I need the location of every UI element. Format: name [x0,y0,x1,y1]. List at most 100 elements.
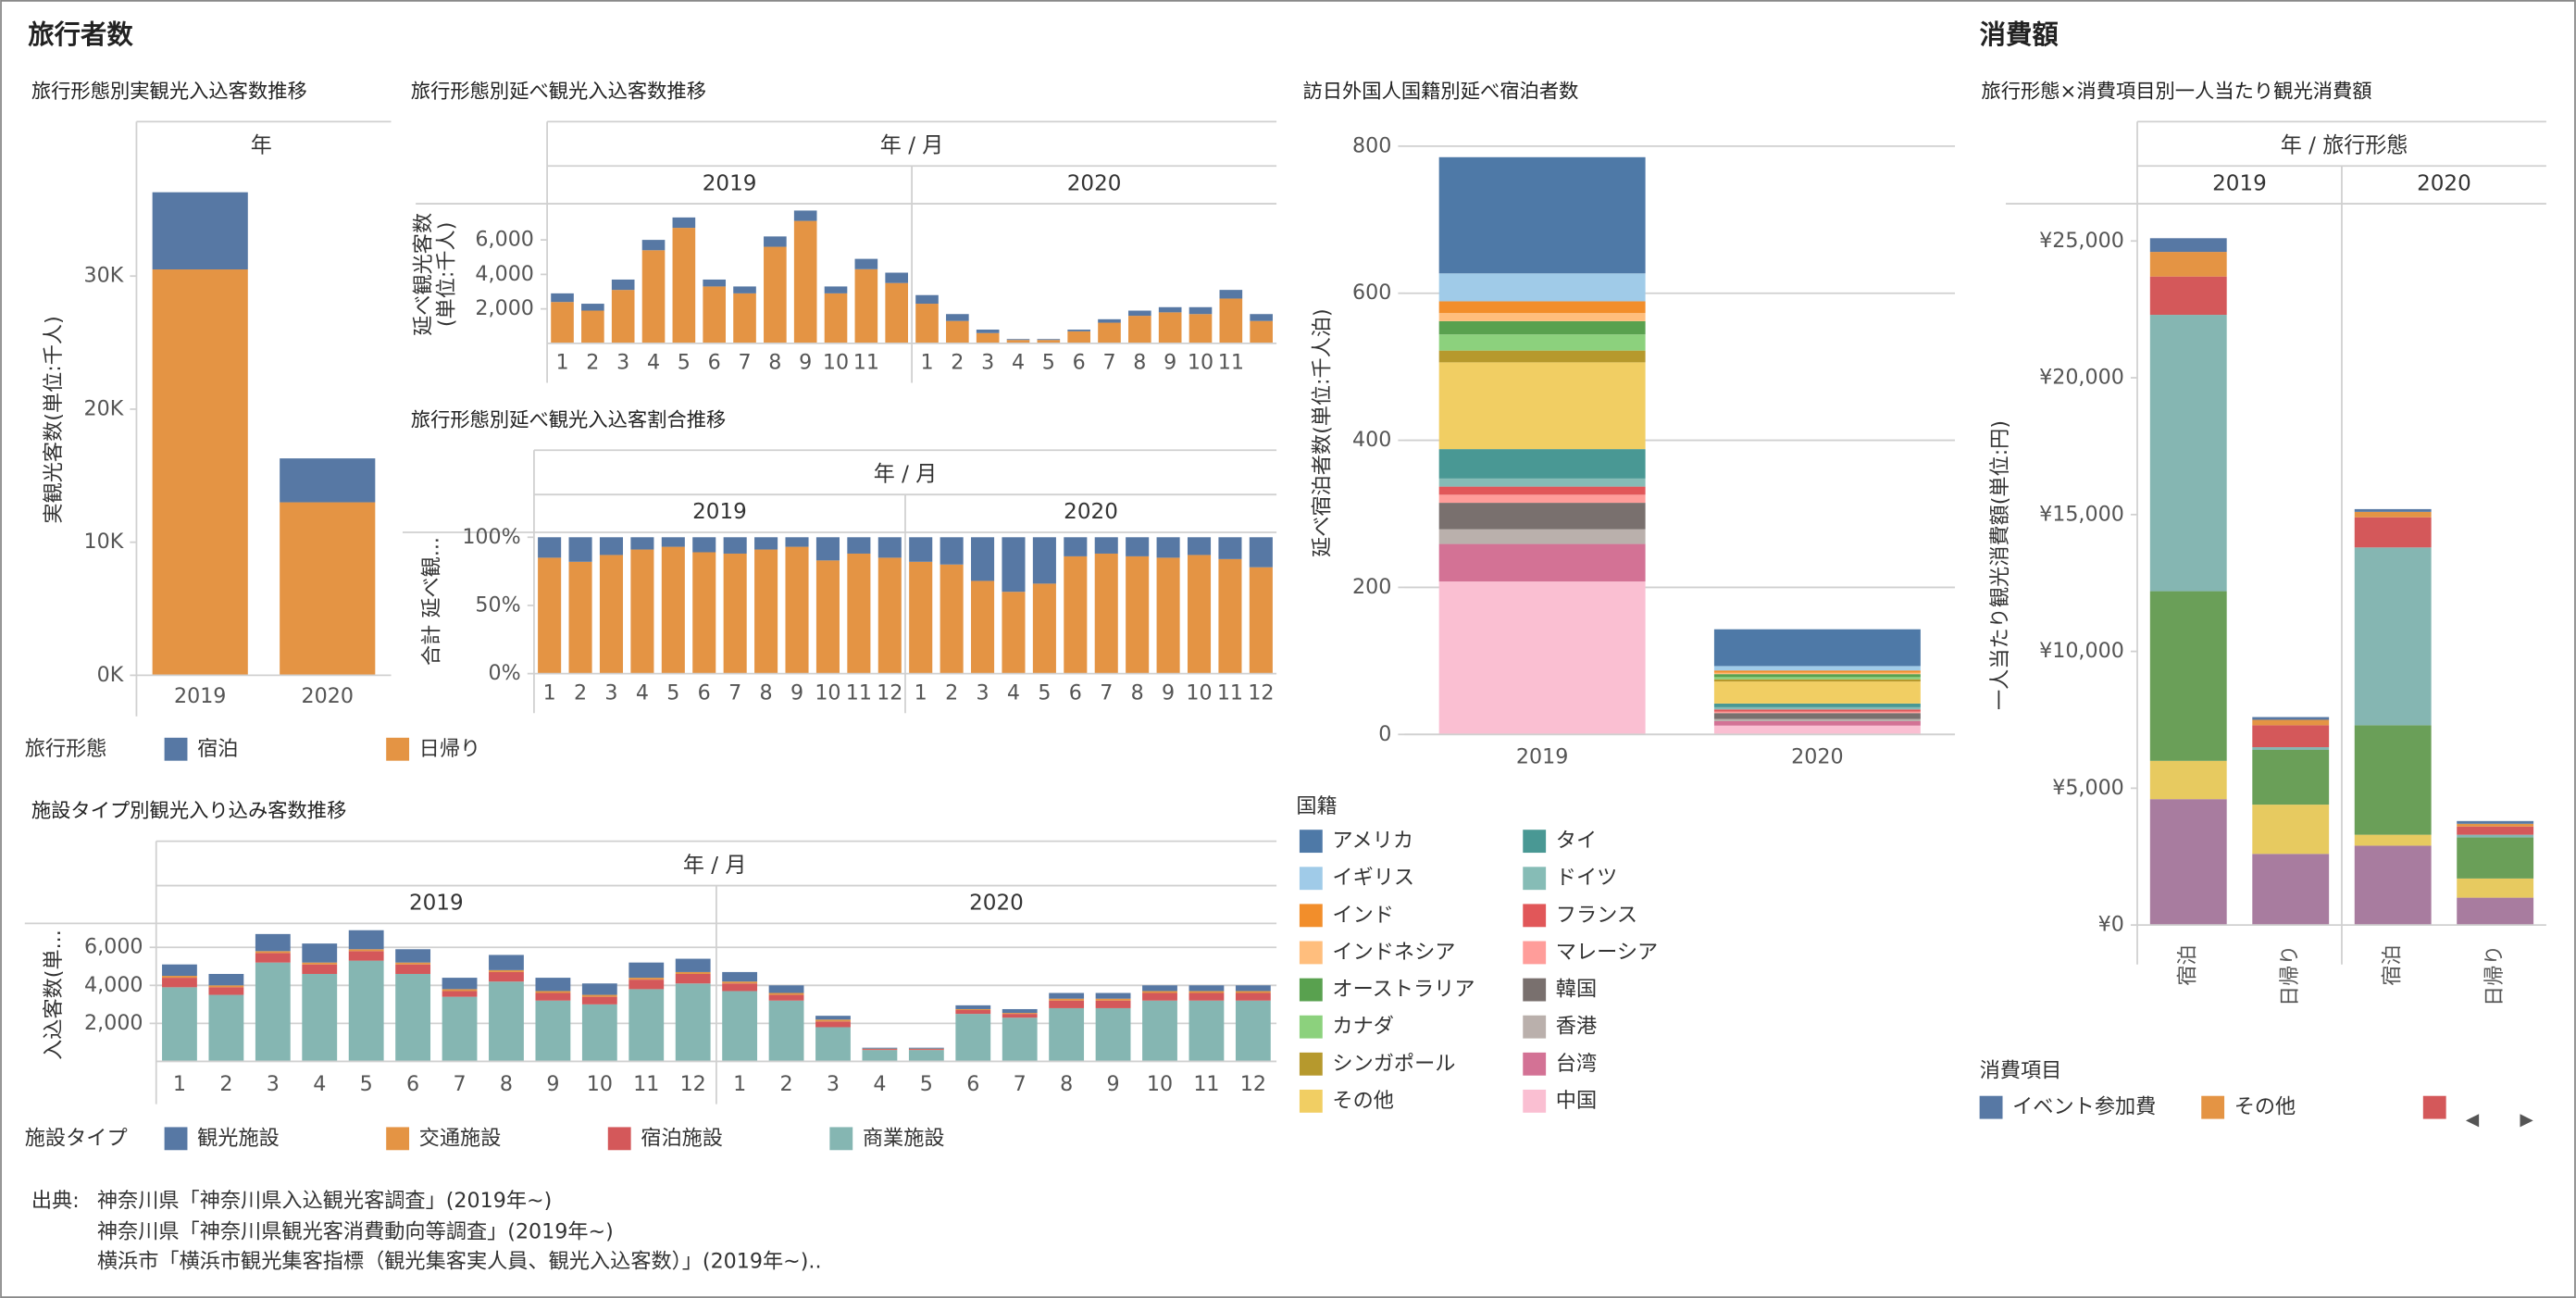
bar [1188,1000,1225,1062]
bar [1037,339,1061,341]
bar [854,258,878,269]
x-tick-label: 10 [587,1072,613,1096]
bar [675,973,711,984]
x-tick-label: 11 [1217,680,1243,705]
bar [1250,320,1273,343]
x-tick-label: 11 [1193,1072,1219,1096]
legend-swatch [386,1127,410,1151]
bar [1126,555,1150,674]
bar [581,996,617,1005]
bar [815,1019,851,1022]
bar [847,553,871,674]
bar [1438,486,1646,495]
bar [661,537,685,547]
bar [1098,322,1121,343]
bar [208,994,244,1062]
legend-label: 韓国 [1556,978,1597,1002]
x-tick-label: 2019 [1516,745,1568,769]
bar [1095,1000,1131,1008]
bar [1438,350,1646,363]
bar [1218,558,1242,674]
bar [815,537,840,561]
legend-label: その他 [1332,1089,1394,1113]
bar [1006,340,1030,343]
bar [551,302,574,343]
y-tick-label: 30K [83,264,123,288]
bar [955,1005,991,1009]
bar [847,537,871,554]
x-tick-label: 1 [173,1072,186,1096]
bar [1713,666,1921,671]
legend-label: イベント参加費 [2012,1095,2156,1119]
bar [535,978,571,992]
bar [581,310,604,343]
legend-swatch [1523,904,1547,928]
legend-label: 商業施設 [863,1126,945,1150]
x-tick-label: 1 [555,351,568,375]
x-tick-label: 7 [728,680,741,705]
bar [255,933,291,952]
bar [1713,713,1921,719]
x-tick-label: 1 [915,680,927,705]
bar [535,1000,571,1062]
y-tick-label: 50% [475,593,520,617]
bar [815,1027,851,1062]
bar [1713,720,1921,726]
bar [538,537,562,558]
legend: イベント参加費 その他 [1979,1095,2446,1119]
bar [581,304,604,311]
y-tick-label: 200 [1352,575,1391,599]
chart-title: 旅行形態別延べ観光入込客割合推移 [411,408,726,431]
bar [255,953,291,963]
x-tick-label: 8 [1131,680,1144,705]
bar [877,537,902,558]
source-label: 出典: [31,1189,80,1213]
header: 年 / 旅行形態 [2281,133,2408,157]
bar [280,502,376,676]
legend-swatch [1979,1095,2003,1119]
x-tick-label: 8 [1133,351,1146,375]
group-label: 2020 [969,892,1024,916]
legend-swatch [1299,1015,1323,1039]
bar [909,537,933,562]
bar [1037,340,1061,343]
x-tick-label: 日帰り [2483,944,2507,1006]
legend: 観光施設 交通施設 宿泊施設 商業施設 [164,1126,945,1151]
x-tick-label: 2 [951,351,964,375]
bar [152,269,248,676]
source-line: 横浜市「横浜市観光集客指標（観光集客実人員、観光入込客数）」(2019年~).. [97,1249,822,1273]
legend-swatch [2422,1095,2446,1119]
legend-prev[interactable] [2465,1114,2480,1128]
bar [1438,301,1646,314]
bar [2252,749,2330,805]
y-tick-label: 20K [83,396,123,420]
x-tick-label: 6 [1069,680,1082,705]
y-tick-label: 600 [1352,281,1391,305]
bar [815,1021,851,1028]
bar [815,1016,851,1020]
bar [955,1014,991,1062]
bar [1064,555,1088,674]
bar [348,930,384,950]
bar [1713,629,1921,667]
legend-label: 宿泊 [197,737,238,761]
x-tick-label: 5 [1038,680,1051,705]
bar [2457,834,2534,838]
bar [793,210,817,221]
legend-label: インド [1332,903,1394,927]
y-axis-label: 延べ宿泊者数(単位:千人泊) [1310,308,1334,557]
x-tick-label: 2 [780,1072,793,1096]
legend-label: タイ [1556,829,1597,853]
x-tick-label: 11 [853,351,879,375]
bar [2252,725,2330,748]
bar [1158,306,1182,313]
bar [162,976,197,979]
bar [722,991,758,1062]
bar [940,564,964,674]
bar [1187,555,1212,674]
bar [1049,1007,1085,1062]
bar [733,286,756,293]
header: 年 [251,133,272,157]
legend-next[interactable] [2520,1114,2533,1128]
